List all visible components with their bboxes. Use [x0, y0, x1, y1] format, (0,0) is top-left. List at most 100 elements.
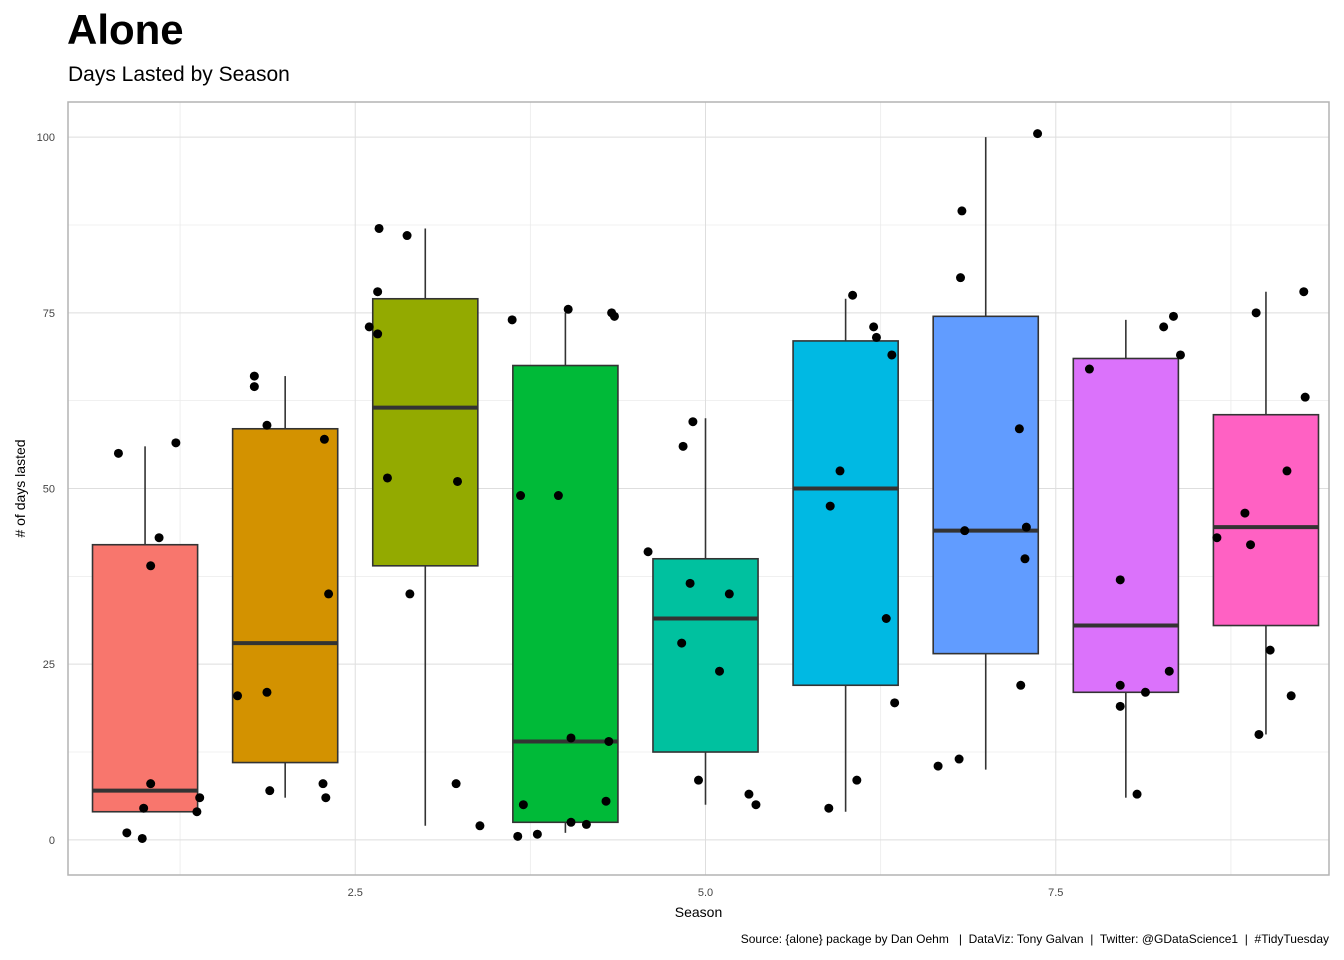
box-season-4	[512, 312, 619, 833]
data-point	[581, 819, 591, 829]
data-point	[825, 501, 835, 511]
chart-caption: Source: {alone} package by Dan Oehm | Da…	[740, 932, 1329, 946]
box-season-5	[652, 418, 759, 805]
data-point	[1254, 729, 1264, 739]
data-point	[563, 304, 573, 314]
data-point	[601, 796, 611, 806]
data-point	[321, 793, 331, 803]
box-season-8	[1072, 319, 1180, 798]
box-iqr	[231, 427, 339, 764]
data-point	[1132, 789, 1142, 799]
jitter-points	[113, 129, 1310, 843]
data-point	[835, 466, 845, 476]
data-point	[475, 821, 485, 831]
data-point	[881, 614, 891, 624]
box-season-2	[231, 376, 339, 798]
data-point	[1033, 129, 1043, 139]
box-iqr	[1072, 357, 1180, 694]
data-point	[715, 666, 725, 676]
data-point	[139, 803, 149, 813]
data-point	[382, 473, 392, 483]
data-point	[451, 779, 461, 789]
data-point	[249, 371, 259, 381]
x-tick-label: 7.5	[1048, 887, 1063, 899]
data-point	[513, 831, 523, 841]
y-tick-label: 75	[43, 308, 55, 320]
data-point	[516, 491, 526, 501]
y-tick-label: 100	[37, 132, 55, 144]
data-point	[318, 779, 328, 789]
box-season-7	[932, 137, 1040, 770]
data-point	[1020, 554, 1030, 564]
data-point	[122, 828, 132, 838]
data-point	[192, 807, 202, 817]
data-point	[869, 322, 879, 332]
data-point	[956, 273, 966, 283]
chart-title: Alone	[67, 6, 184, 53]
data-point	[824, 803, 834, 813]
box-iqr	[652, 557, 759, 753]
data-point	[249, 382, 259, 392]
data-point	[751, 800, 761, 810]
data-point	[373, 329, 383, 339]
data-point	[1246, 540, 1256, 550]
data-point	[402, 231, 412, 241]
y-tick-label: 0	[49, 835, 55, 847]
data-point	[146, 561, 156, 571]
data-point	[1115, 680, 1125, 690]
data-point	[694, 775, 703, 785]
x-tick-label: 2.5	[348, 887, 363, 899]
data-point	[933, 761, 943, 771]
data-point	[724, 589, 734, 599]
data-point	[1084, 364, 1094, 374]
data-point	[1140, 687, 1150, 697]
data-point	[518, 800, 528, 810]
data-point	[678, 441, 688, 451]
data-point	[507, 315, 517, 325]
data-point	[1251, 308, 1261, 318]
data-point	[1286, 691, 1296, 701]
data-point	[871, 332, 881, 342]
data-point	[852, 775, 862, 785]
data-point	[960, 526, 970, 536]
box-iqr	[932, 315, 1040, 655]
data-point	[957, 206, 967, 216]
y-tick-label: 25	[43, 659, 55, 671]
data-point	[954, 754, 964, 764]
axis-ticks: 2.5 5.0 7.5 0 25 50 75 100	[37, 132, 1064, 899]
data-point	[233, 691, 243, 701]
data-point	[1175, 350, 1185, 360]
data-point	[532, 829, 542, 839]
data-point	[137, 833, 147, 843]
box-iqr	[792, 340, 899, 687]
data-point	[688, 417, 698, 427]
box-iqr	[371, 297, 479, 567]
data-point	[553, 491, 563, 501]
box-iqr	[1212, 413, 1320, 627]
data-point	[146, 779, 156, 789]
data-point	[848, 290, 858, 300]
data-point	[154, 533, 164, 543]
data-point	[1240, 508, 1250, 518]
y-axis-title: # of days lasted	[12, 439, 28, 537]
x-axis-title: Season	[675, 904, 722, 920]
data-point	[374, 223, 384, 233]
data-point	[195, 793, 205, 803]
data-point	[1115, 575, 1125, 585]
data-point	[113, 448, 123, 458]
data-point	[1021, 522, 1031, 532]
data-point	[1159, 322, 1169, 332]
data-point	[890, 698, 900, 708]
data-point	[887, 350, 897, 360]
data-point	[265, 786, 275, 796]
data-point	[1299, 287, 1309, 297]
data-point	[685, 578, 695, 588]
box-iqr	[91, 543, 199, 813]
data-point	[1016, 680, 1026, 690]
data-point	[643, 547, 653, 557]
data-point	[1164, 666, 1174, 676]
data-point	[566, 817, 576, 827]
data-point	[609, 311, 619, 321]
y-tick-label: 50	[43, 484, 55, 496]
